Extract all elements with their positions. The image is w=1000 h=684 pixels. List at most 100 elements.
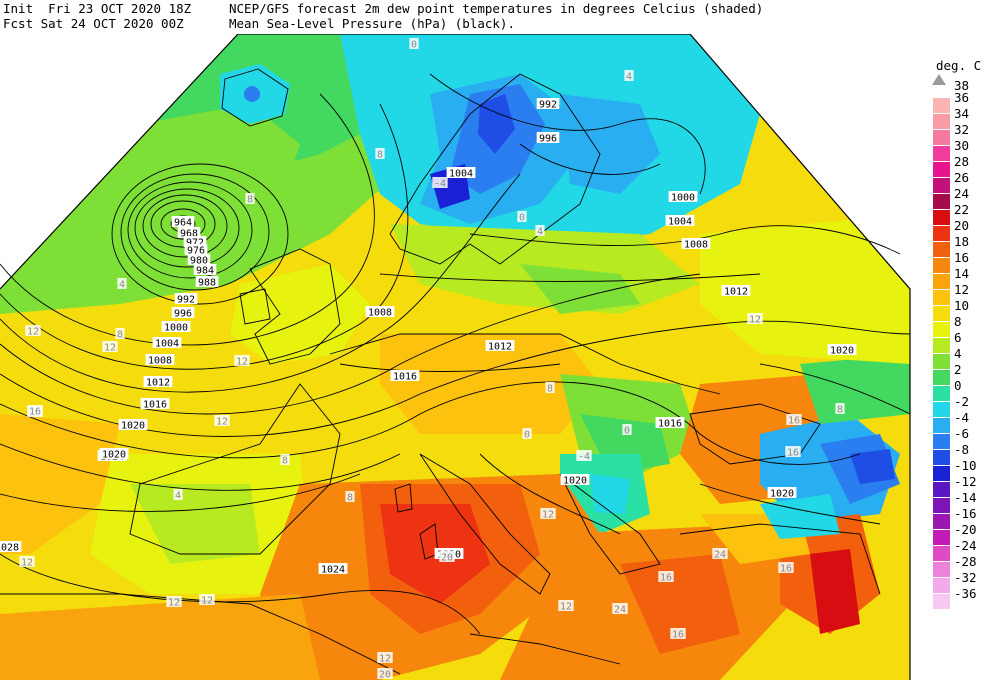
legend-row: 36 <box>928 90 1000 114</box>
legend-row: -36 <box>928 586 1000 610</box>
svg-text:-4: -4 <box>434 179 446 190</box>
dewpoint-label: 16 <box>658 571 674 584</box>
legend-row: 30 <box>928 138 1000 162</box>
legend-swatch <box>933 562 950 577</box>
legend-swatch <box>933 370 950 385</box>
legend-swatch <box>933 306 950 321</box>
legend-row: -8 <box>928 442 1000 466</box>
svg-text:1028: 1028 <box>0 543 19 554</box>
isobar-label: 1016 <box>140 398 170 411</box>
legend-label: -10 <box>954 458 977 473</box>
dewpoint-label: 12 <box>558 600 574 613</box>
svg-text:1024: 1024 <box>321 565 345 576</box>
legend-row: 2 <box>928 362 1000 386</box>
svg-text:976: 976 <box>187 246 205 257</box>
svg-text:12: 12 <box>236 357 248 368</box>
dewpoint-label: 24 <box>712 548 728 561</box>
legend-row: 12 <box>928 282 1000 306</box>
legend-swatch <box>933 242 950 257</box>
svg-text:1016: 1016 <box>143 400 167 411</box>
isobar-label: 988 <box>195 276 219 289</box>
svg-text:992: 992 <box>177 295 195 306</box>
legend-label: 32 <box>954 122 970 137</box>
isobar-label: 1008 <box>365 306 395 319</box>
dewpoint-label: 8 <box>545 382 555 395</box>
svg-text:1016: 1016 <box>393 372 417 383</box>
svg-text:24: 24 <box>714 550 726 561</box>
legend-swatch <box>933 514 950 529</box>
legend-label: -12 <box>954 474 977 489</box>
isobar-label: 992 <box>536 98 560 111</box>
map-canvas: 9649689729769809849889929961000100410081… <box>0 33 911 681</box>
svg-text:1004: 1004 <box>668 217 692 228</box>
legend-swatch <box>933 210 950 225</box>
svg-text:964: 964 <box>174 218 192 229</box>
svg-text:988: 988 <box>198 278 216 289</box>
isobar-label: 980 <box>187 254 211 267</box>
dewpoint-label: 12 <box>747 313 763 326</box>
isobar-label: 1020 <box>767 487 797 500</box>
svg-text:1016: 1016 <box>658 419 682 430</box>
legend-swatch <box>933 546 950 561</box>
legend-row: -24 <box>928 538 1000 562</box>
legend-label: 24 <box>954 186 970 201</box>
legend-label: -28 <box>954 554 977 569</box>
legend-row: -10 <box>928 458 1000 482</box>
dewpoint-label: 8 <box>115 328 125 341</box>
legend-label: 14 <box>954 266 970 281</box>
dewpoint-label: 8 <box>280 454 290 467</box>
svg-text:1012: 1012 <box>724 287 748 298</box>
legend-row: 28 <box>928 154 1000 178</box>
legend-label: 18 <box>954 234 970 249</box>
svg-text:4: 4 <box>119 280 125 291</box>
isobar-label: 976 <box>184 244 208 257</box>
isobar-label: 1012 <box>721 285 751 298</box>
dewpoint-label: 4 <box>535 225 545 238</box>
isobar-label: 1016 <box>390 370 420 383</box>
svg-text:8: 8 <box>377 150 383 161</box>
dewpoint-labels: 048481212161280-44081216202412121612840-… <box>19 38 845 681</box>
legend-row: 10 <box>928 298 1000 322</box>
svg-text:20: 20 <box>441 553 453 564</box>
legend-row: 26 <box>928 170 1000 194</box>
dewpoint-label: 8 <box>245 193 255 206</box>
dewpoint-label: 4 <box>117 278 127 291</box>
legend-swatch <box>933 354 950 369</box>
svg-text:12: 12 <box>201 596 213 607</box>
legend-swatch <box>933 418 950 433</box>
legend-row: -28 <box>928 554 1000 578</box>
svg-text:1012: 1012 <box>146 378 170 389</box>
legend-row: -32 <box>928 570 1000 594</box>
map-subtitle: Mean Sea-Level Pressure (hPa) (black). <box>229 16 515 31</box>
legend-row: -14 <box>928 490 1000 514</box>
svg-text:4: 4 <box>626 72 632 83</box>
svg-text:972: 972 <box>186 238 204 249</box>
legend-swatch <box>933 450 950 465</box>
dewpoint-label: 12 <box>214 415 230 428</box>
legend-swatch <box>933 146 950 161</box>
svg-text:8: 8 <box>282 456 288 467</box>
isobar-label: 968 <box>177 227 201 240</box>
init-time-label: Init Fri 23 OCT 2020 18Z <box>3 1 192 16</box>
header: Init Fri 23 OCT 2020 18Z Fcst Sat 24 OCT… <box>0 0 1000 34</box>
dewpoint-label: 4 <box>624 70 634 83</box>
legend-label: 26 <box>954 170 970 185</box>
svg-text:16: 16 <box>788 416 800 427</box>
dewpoint-label: 8 <box>835 403 845 416</box>
svg-text:1000: 1000 <box>164 323 188 334</box>
color-legend: deg. C 38 36 34 32 30 28 26 24 22 20 18 16 14 12 10 8 6… <box>924 58 1000 618</box>
svg-text:1020: 1020 <box>830 346 854 357</box>
isobar-label: 996 <box>171 307 195 320</box>
svg-text:1020: 1020 <box>770 489 794 500</box>
svg-text:0: 0 <box>524 430 530 441</box>
legend-swatch <box>933 194 950 209</box>
legend-label: -2 <box>954 394 970 409</box>
svg-text:4: 4 <box>537 227 543 238</box>
svg-text:8: 8 <box>347 493 353 504</box>
legend-label: 12 <box>954 282 970 297</box>
legend-row: 18 <box>928 234 1000 258</box>
legend-label: -36 <box>954 586 977 601</box>
legend-label: -6 <box>954 426 970 441</box>
svg-text:12: 12 <box>749 315 761 326</box>
svg-text:1008: 1008 <box>684 240 708 251</box>
